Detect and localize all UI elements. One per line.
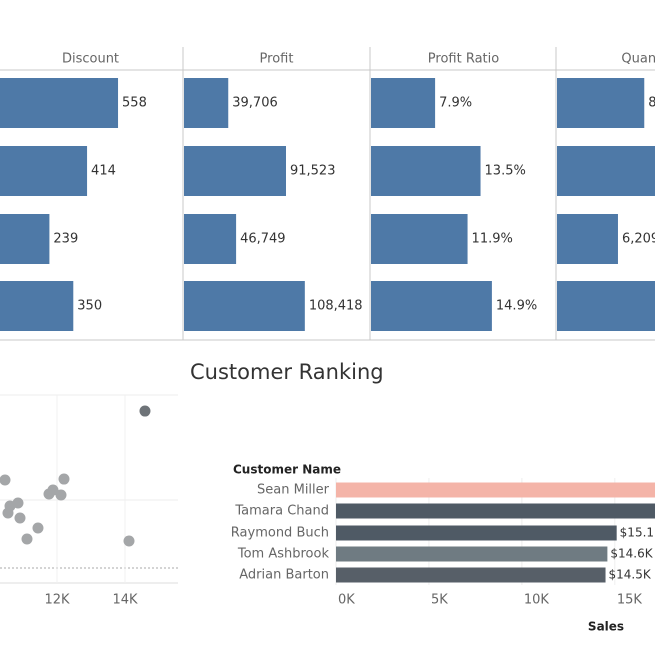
bar [184,281,305,331]
chart-title: Customer Ranking [190,360,384,384]
bar [0,78,119,128]
y-tick-label: Adrian Barton [239,568,329,583]
value-label: 108,418 [309,299,363,314]
bar [371,214,468,264]
value-label: 46,749 [240,232,286,247]
value-label: 14.9% [496,299,537,314]
value-label: $14.6K [610,547,653,561]
panel-header: Discount [62,52,119,67]
x-tick-label: 5K [431,593,448,608]
y-tick-label: Tamara Chand [234,504,329,519]
panel-header: Profit [260,52,294,67]
scatter-point [55,489,67,501]
bar [184,78,229,128]
scatter-point [32,522,44,534]
bar [336,546,608,562]
bar [336,482,655,498]
bar [184,146,286,196]
bar [0,214,50,264]
bar [336,503,655,519]
value-label: 558 [122,96,147,111]
scatter-point [58,473,70,485]
value-label: 350 [77,299,102,314]
bar [557,214,618,264]
scatter-point [0,474,11,486]
scatter-point [123,535,135,547]
value-label: 414 [91,164,116,179]
bar [371,146,481,196]
value-label: 239 [53,232,78,247]
bar [336,525,617,541]
scatter-point [21,533,33,545]
y-tick-label: Sean Miller [257,483,330,498]
x-tick-label: 0K [338,593,355,608]
value-label: 91,523 [290,164,336,179]
bar [0,281,74,331]
value-label: 39,706 [232,96,278,111]
bar [336,567,606,583]
bar [557,146,655,196]
bar [371,78,436,128]
value-label: $15.1K [620,526,655,540]
bar [0,146,88,196]
x-tick-label: 12K [44,593,70,608]
value-label: 11.9% [472,232,513,247]
value-label: 8,887 [648,96,655,111]
scatter-point [14,512,26,524]
scatter-point [139,405,151,417]
panel-header: Quantity [621,52,655,67]
bar [184,214,237,264]
x-axis-title: Sales [588,620,624,634]
x-tick-label: 15K [617,593,643,608]
value-label: 6,209 [622,232,655,247]
x-tick-label: 14K [112,593,138,608]
scatter-point [43,488,55,500]
bar [557,281,655,331]
x-tick-label: 10K [524,593,550,608]
value-label: $14.5K [609,568,652,582]
value-label: 7.9% [439,96,472,111]
bar [557,78,645,128]
panel-header: Profit Ratio [428,52,499,67]
scatter-point [2,507,14,519]
y-tick-label: Raymond Buch [231,526,329,541]
y-tick-label: Tom Ashbrook [237,547,330,562]
y-axis-title: Customer Name [233,463,341,477]
value-label: 13.5% [485,164,526,179]
bar [371,281,492,331]
